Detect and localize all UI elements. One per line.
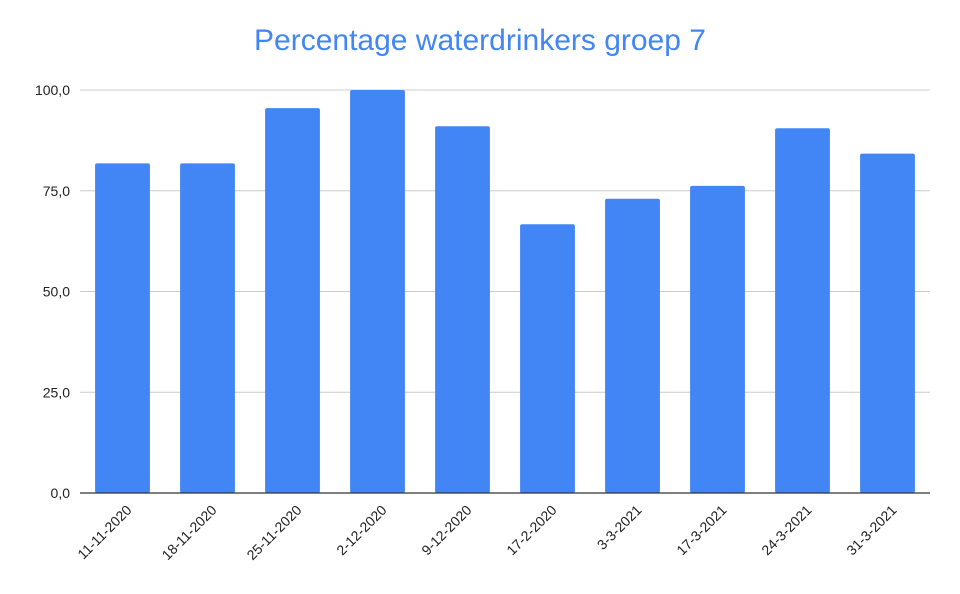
y-tick-label: 75,0 [43,183,70,199]
x-tick-label: 9-12-2020 [418,502,475,559]
chart-title: Percentage waterdrinkers groep 7 [254,24,706,57]
x-tick-label: 24-3-2021 [758,502,815,559]
bar-17-2-2020 [520,224,575,493]
x-tick-label: 3-3-2021 [594,502,645,553]
x-tick-label: 11-11-2020 [74,502,135,563]
bar-18-11-2020 [180,163,235,493]
x-tick-label: 17-2-2020 [503,502,560,559]
bar-9-12-2020 [435,126,490,494]
y-tick-label: 100,0 [35,82,70,98]
x-tick-label: 17-3-2021 [673,502,730,559]
bar-2-12-2020 [350,90,405,493]
y-tick-label: 0,0 [51,485,71,501]
bars [95,90,915,494]
x-tick-label: 25-11-2020 [243,502,304,563]
bar-24-3-2021 [775,128,830,493]
bar-31-3-2021 [860,153,915,493]
x-tick-label: 18-11-2020 [158,502,219,563]
y-axis-ticks: 0,0 25,0 50,0 75,0 100,0 [35,82,70,501]
y-tick-label: 25,0 [43,384,70,400]
x-axis-ticks: 11-11-2020 18-11-2020 25-11-2020 2-12-2020 9… [74,502,900,563]
y-tick-label: 50,0 [43,284,70,300]
bar-3-3-2021 [605,198,660,493]
bar-25-11-2020 [265,108,320,493]
bar-17-3-2021 [690,185,745,493]
x-tick-label: 31-3-2021 [843,502,900,559]
x-tick-label: 2-12-2020 [333,502,390,559]
bar-11-11-2020 [95,163,150,493]
